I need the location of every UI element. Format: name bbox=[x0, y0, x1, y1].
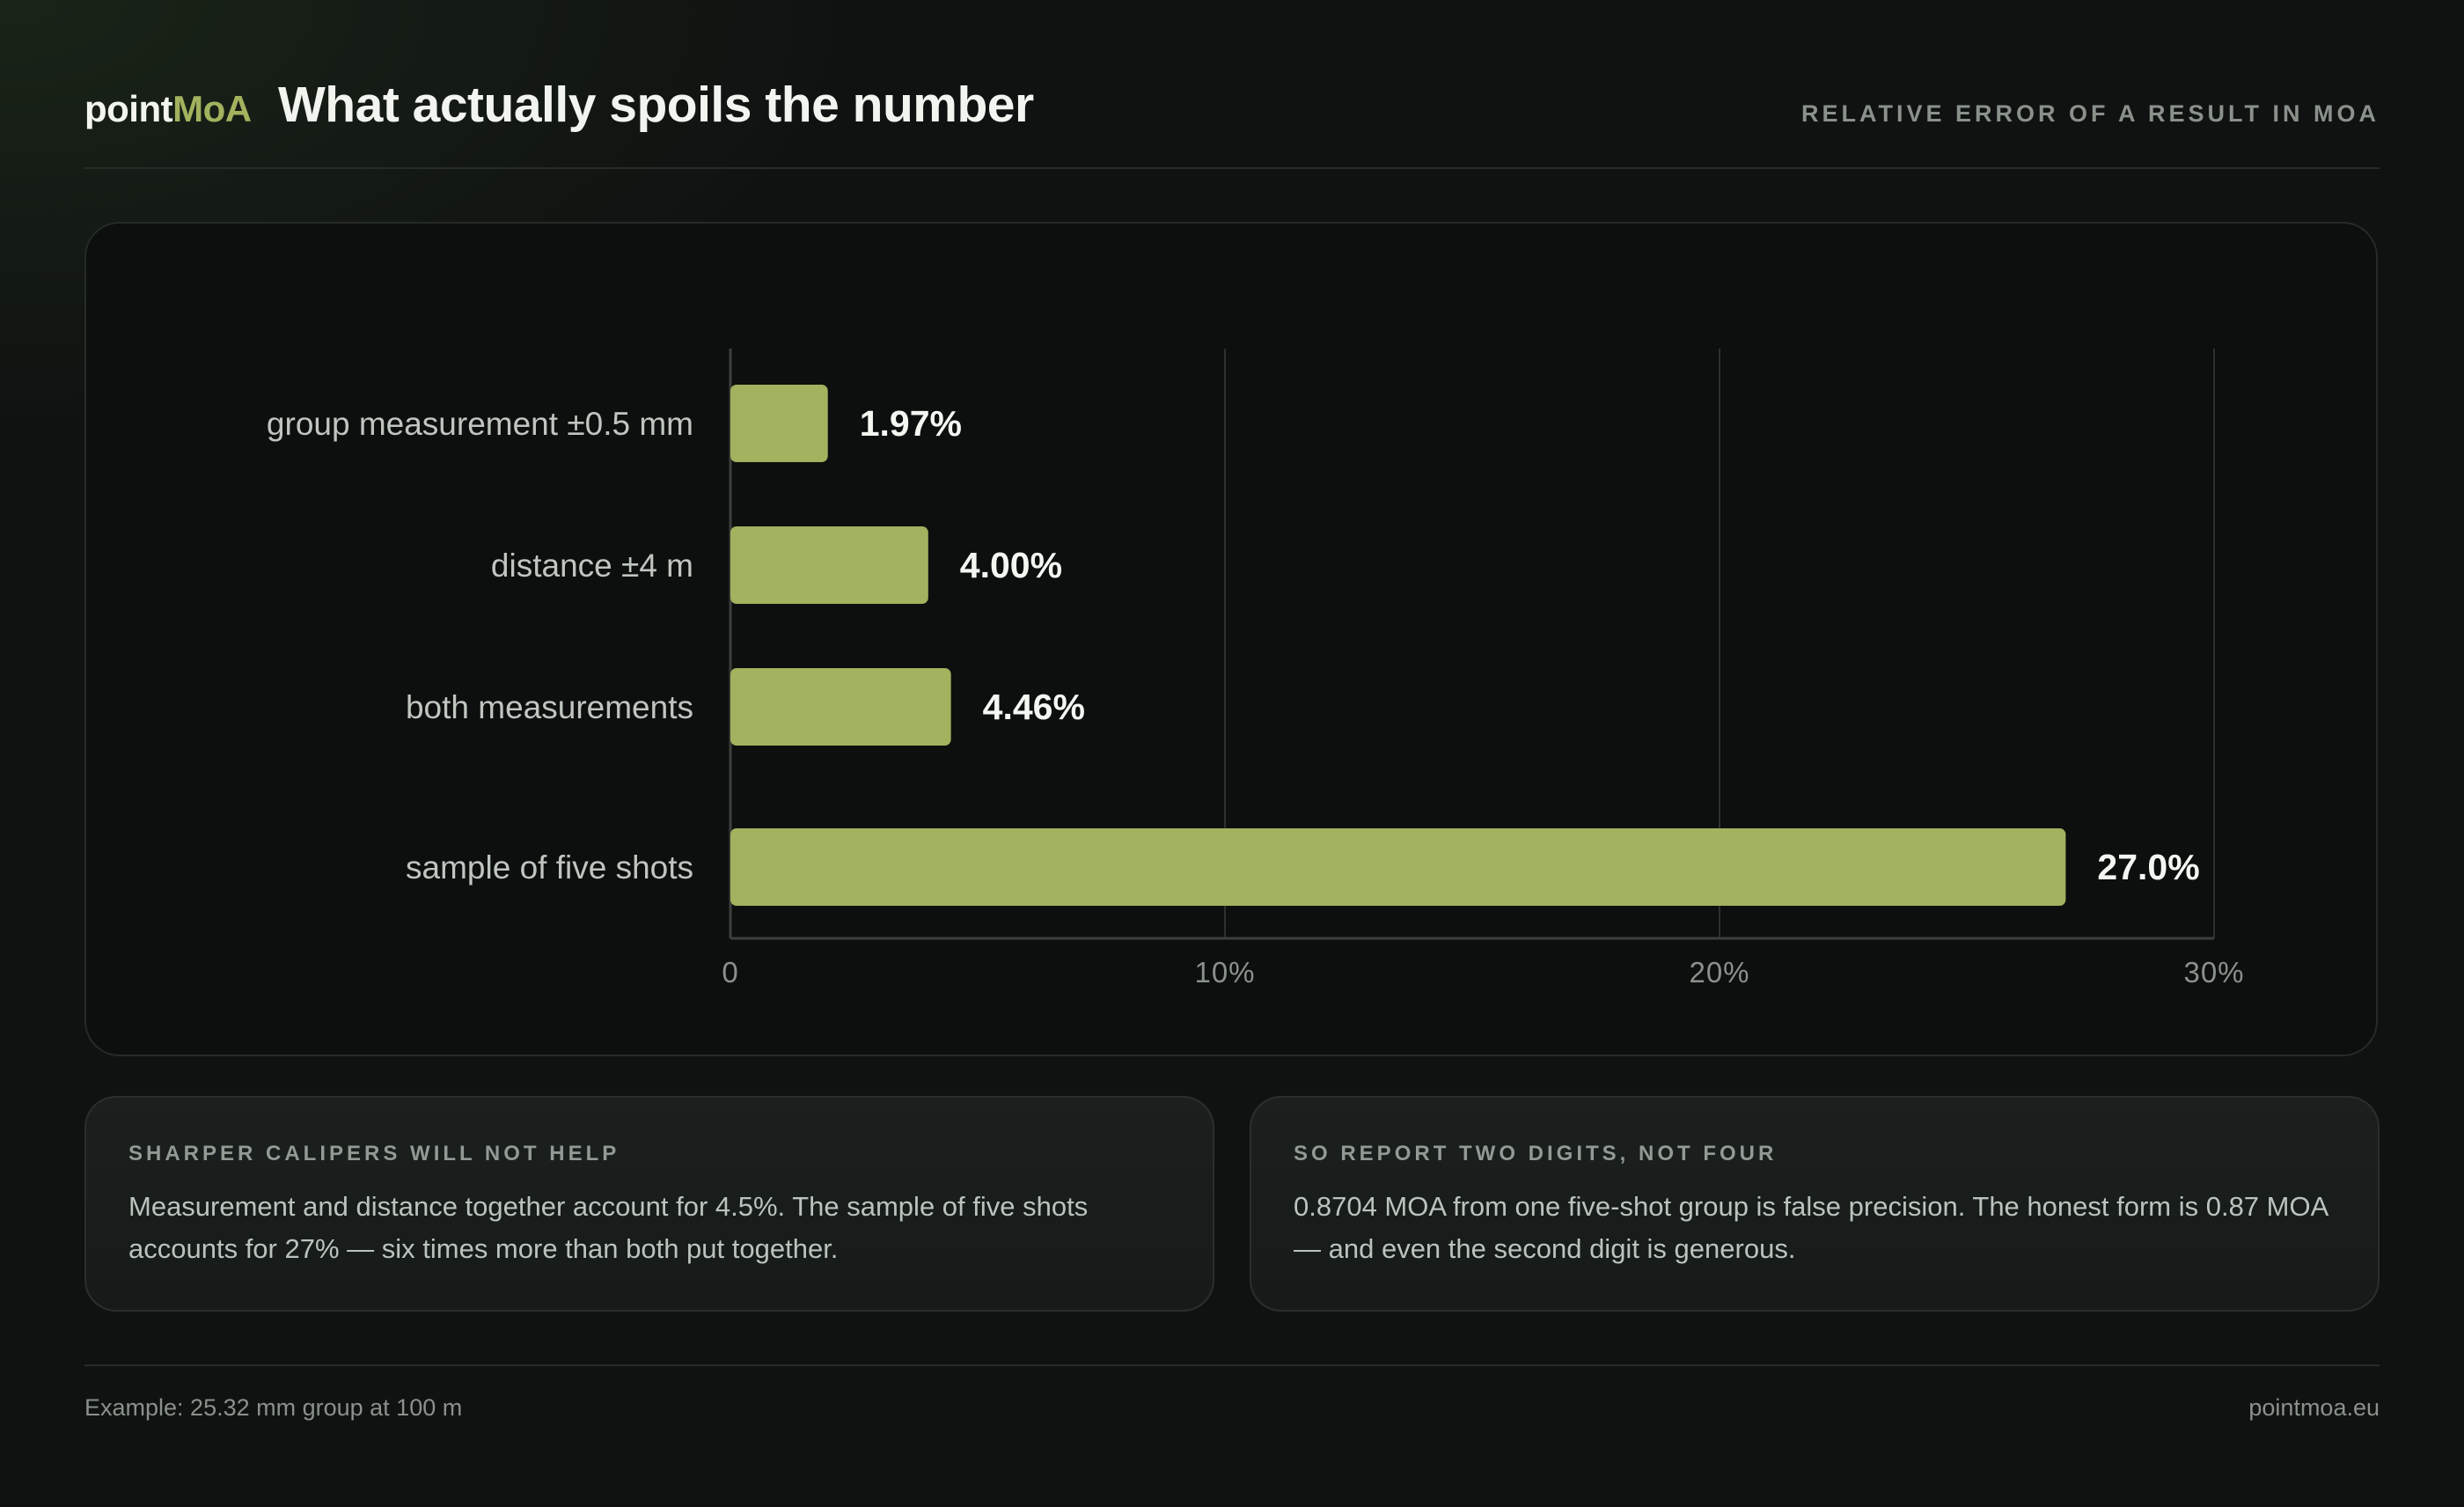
x-tick-label: 0 bbox=[722, 956, 738, 989]
x-tick-label: 20% bbox=[1689, 956, 1749, 989]
note-heading: SHARPER CALIPERS WILL NOT HELP bbox=[128, 1142, 620, 1165]
note-body: Measurement and distance together accoun… bbox=[128, 1191, 1089, 1264]
footer-divider bbox=[84, 1364, 2380, 1366]
bar bbox=[730, 828, 2066, 906]
category-label: distance ±4 m bbox=[491, 548, 693, 584]
category-label: group measurement ±0.5 mm bbox=[267, 406, 693, 442]
category-label: both measurements bbox=[406, 689, 693, 725]
note-card-digits: SO REPORT TWO DIGITS, NOT FOUR 0.8704 MO… bbox=[1250, 1096, 2380, 1312]
bar bbox=[730, 385, 828, 462]
note-heading: SO REPORT TWO DIGITS, NOT FOUR bbox=[1294, 1142, 1778, 1165]
note-card-calipers: SHARPER CALIPERS WILL NOT HELP Measureme… bbox=[84, 1096, 1214, 1312]
header: pointMoA What actually spoils the number… bbox=[84, 0, 2380, 169]
brand-suffix: MoA bbox=[172, 88, 252, 129]
note-body: 0.8704 MOA from one five-shot group is f… bbox=[1294, 1191, 2328, 1264]
brand-logo: pointMoA bbox=[84, 88, 252, 130]
page-title: What actually spoils the number bbox=[278, 77, 1034, 133]
bar-chart: 0 10% 20% 30% group measurement ±0.5 mm 1.97%… bbox=[267, 349, 2244, 989]
data-label: 1.97% bbox=[860, 403, 962, 444]
footer-example: Example: 25.32 mm group at 100 m bbox=[84, 1394, 463, 1421]
footer-site-link[interactable]: pointmoa.eu bbox=[2248, 1394, 2380, 1421]
data-label: 4.46% bbox=[983, 687, 1085, 727]
chart-subtitle: RELATIVE ERROR OF A RESULT IN MOA bbox=[1801, 100, 2380, 127]
x-tick-label: 30% bbox=[2183, 956, 2244, 989]
category-label: sample of five shots bbox=[406, 849, 693, 886]
brand-prefix: point bbox=[84, 88, 173, 129]
bar bbox=[730, 668, 951, 746]
x-tick-label: 10% bbox=[1194, 956, 1255, 989]
chart-card: 0 10% 20% 30% group measurement ±0.5 mm 1.97%… bbox=[84, 222, 2378, 1056]
data-label: 4.00% bbox=[960, 545, 1062, 585]
data-label: 27.0% bbox=[2097, 847, 2199, 887]
bar bbox=[730, 526, 928, 604]
